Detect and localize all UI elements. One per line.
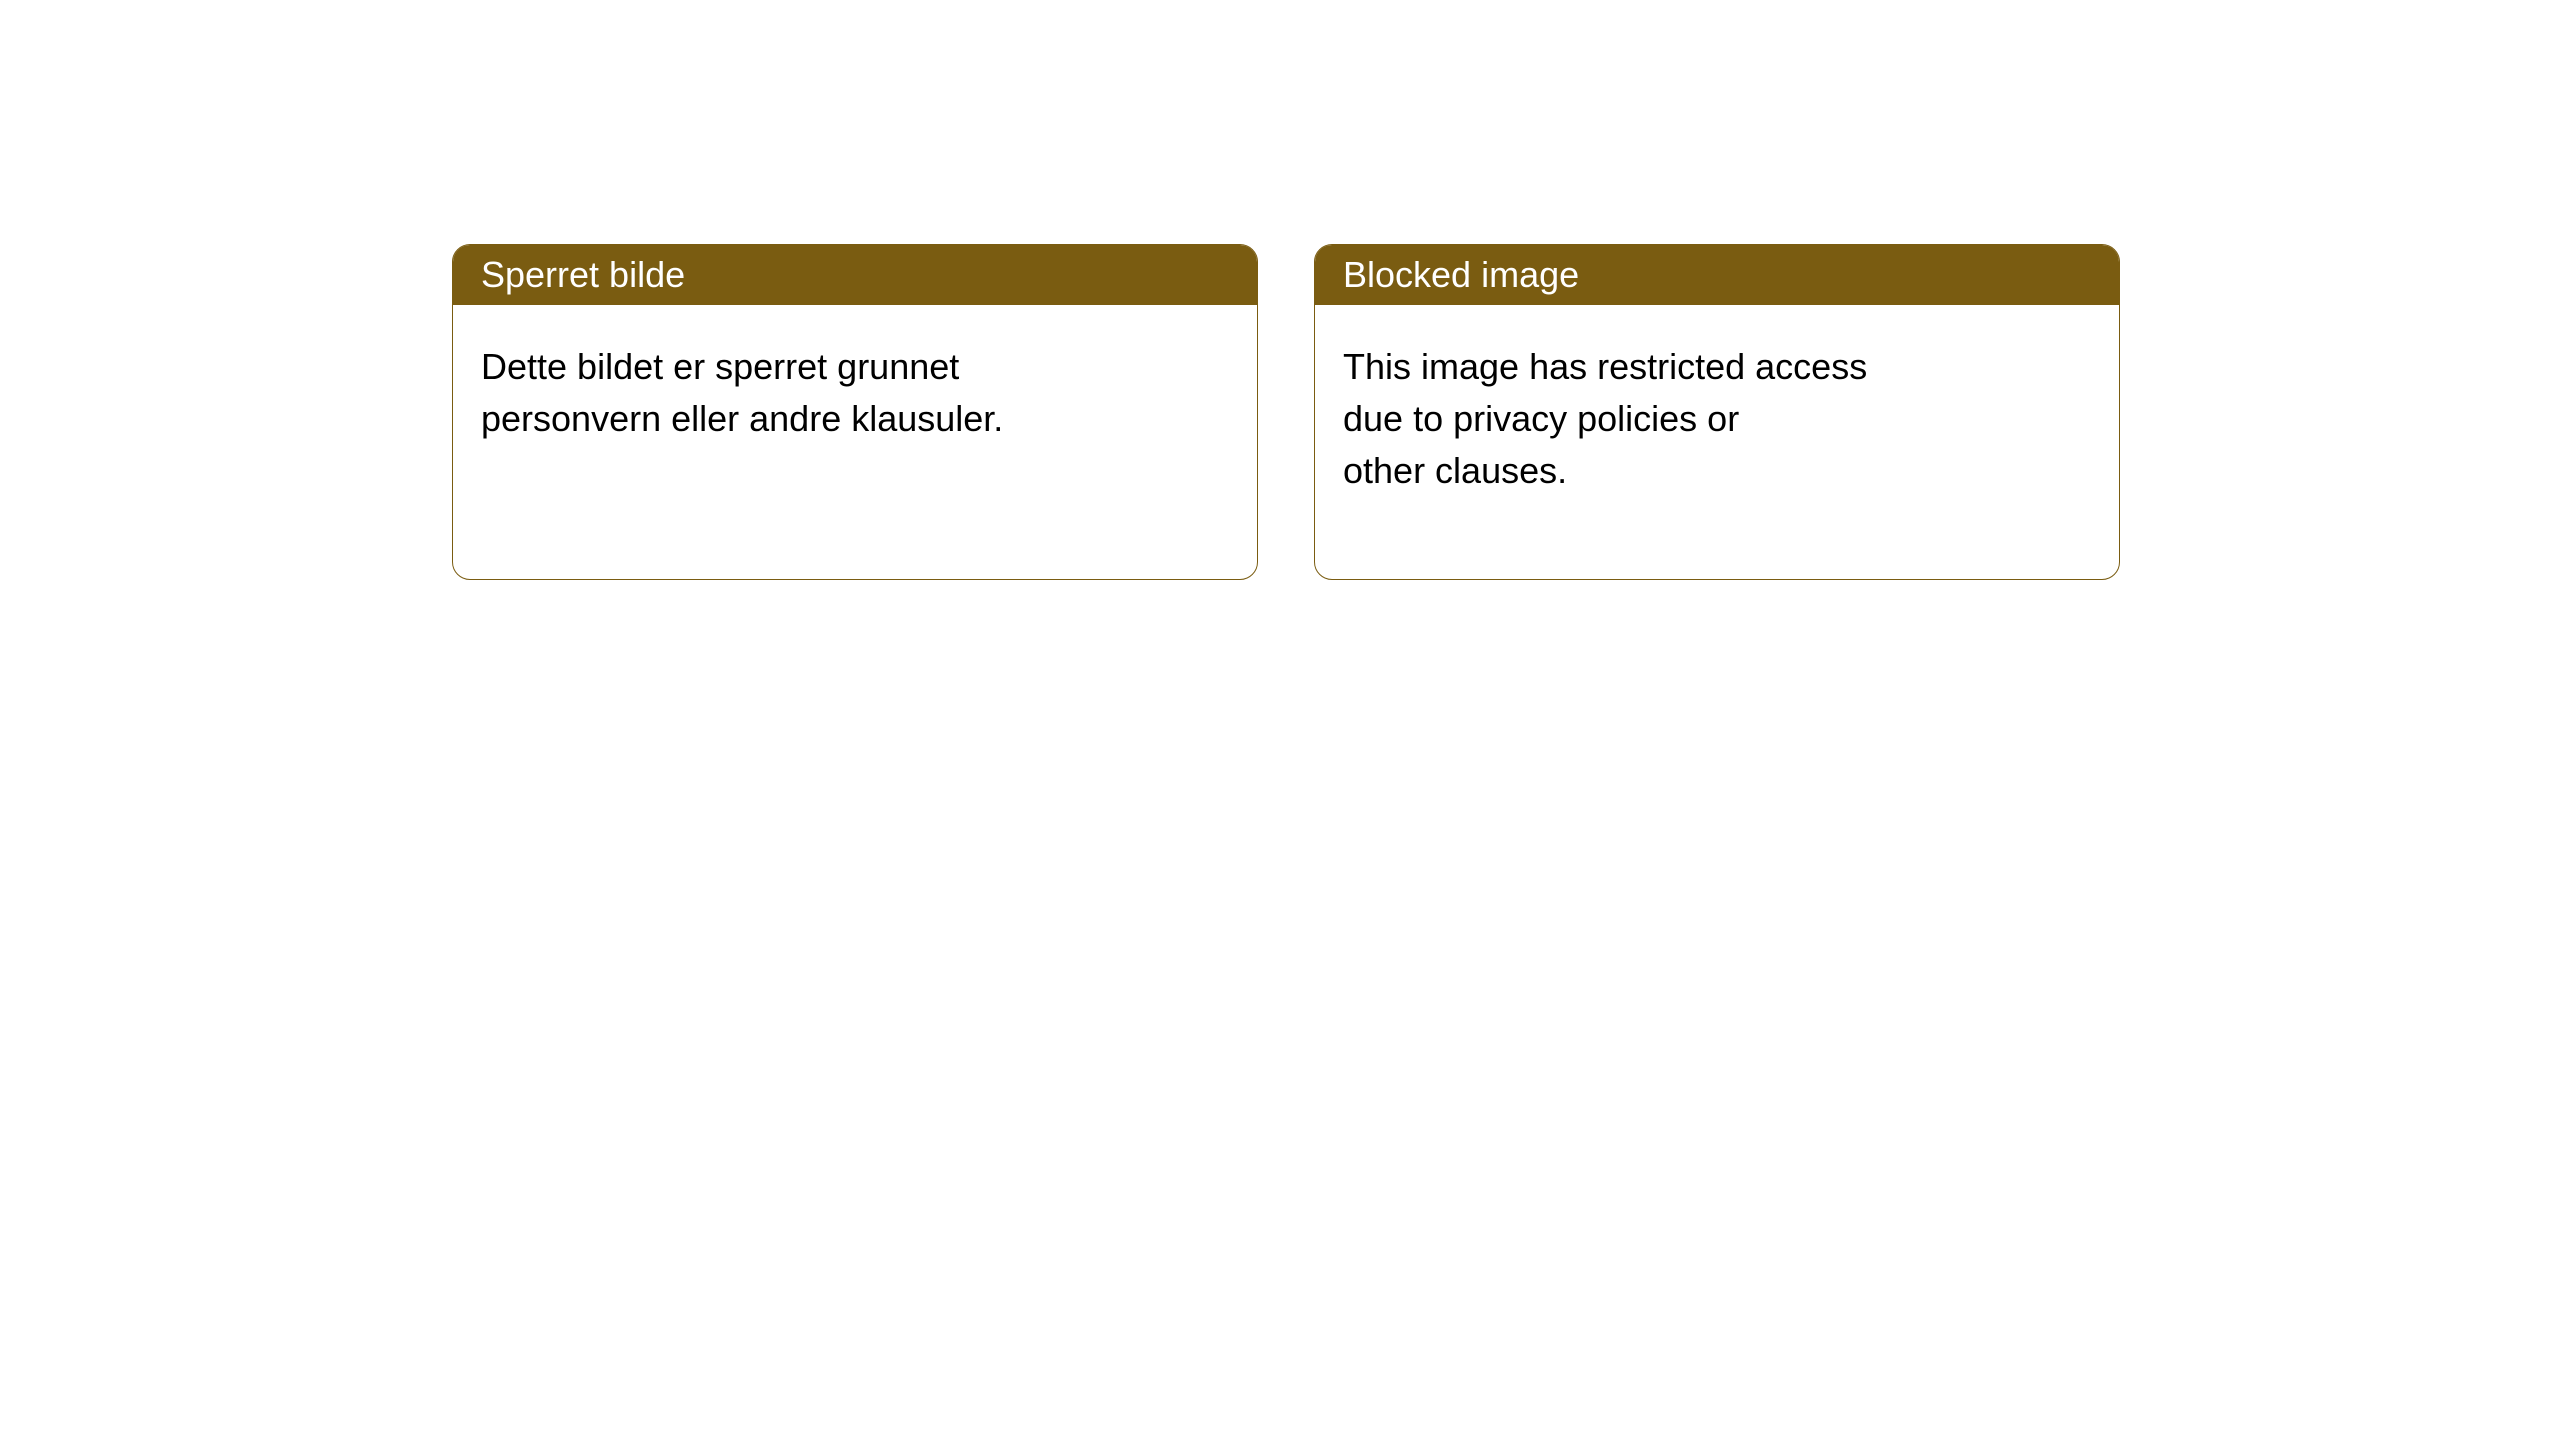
panel-title-english: Blocked image [1343, 254, 1579, 296]
panel-header-norwegian: Sperret bilde [453, 245, 1257, 305]
panel-body-norwegian: Dette bildet er sperret grunnet personve… [453, 305, 1257, 481]
panel-title-norwegian: Sperret bilde [481, 254, 685, 296]
panels-container: Sperret bilde Dette bildet er sperret gr… [0, 0, 2560, 580]
panel-norwegian: Sperret bilde Dette bildet er sperret gr… [452, 244, 1258, 580]
panel-body-english: This image has restricted access due to … [1315, 305, 2119, 534]
panel-header-english: Blocked image [1315, 245, 2119, 305]
panel-english: Blocked image This image has restricted … [1314, 244, 2120, 580]
